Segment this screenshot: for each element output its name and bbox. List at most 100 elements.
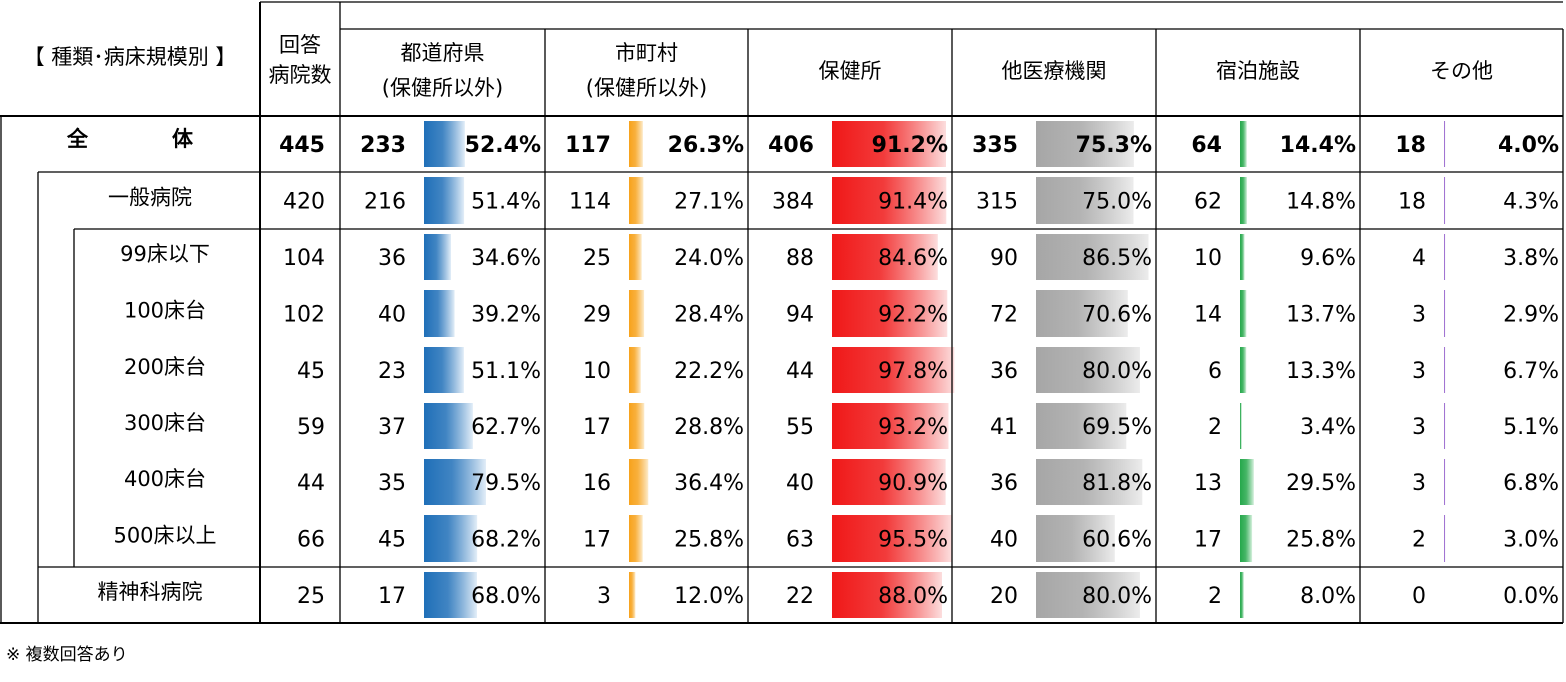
count-value: 4: [1412, 246, 1426, 271]
count-cell: 44: [297, 471, 325, 496]
data-bar: [1240, 290, 1247, 337]
percent-label: 68.2%: [471, 528, 541, 553]
count-value: 17: [583, 528, 611, 553]
count-cell: 45: [297, 359, 325, 384]
footnote: ※ 複数回答あり: [6, 645, 128, 665]
column-header: その他: [1430, 59, 1493, 83]
percent-label: 62.7%: [471, 415, 541, 440]
data-bar: [424, 234, 451, 280]
row-label: 200床台: [124, 355, 206, 379]
count-value: 335: [972, 133, 1018, 158]
data-bar: [1240, 403, 1242, 449]
count-value: 94: [786, 303, 814, 328]
data-bar: [832, 572, 942, 618]
count-value: 17: [583, 415, 611, 440]
data-bar: [1444, 121, 1446, 167]
count-cell: 25: [297, 584, 325, 609]
percent-label: 92.2%: [878, 303, 948, 328]
percent-label: 51.4%: [471, 190, 541, 215]
percent-label: 93.2%: [878, 415, 948, 440]
percent-label: 68.0%: [471, 584, 541, 609]
count-cell: 420: [283, 190, 325, 215]
data-bar: [629, 572, 636, 618]
count-value: 16: [583, 471, 611, 496]
percent-label: 13.7%: [1286, 303, 1356, 328]
count-value: 64: [1191, 133, 1222, 158]
count-value: 2: [1208, 584, 1222, 609]
percent-label: 3.0%: [1503, 528, 1559, 553]
percent-label: 25.8%: [1286, 528, 1356, 553]
count-value: 22: [786, 584, 814, 609]
percent-label: 27.1%: [674, 190, 744, 215]
percent-label: 4.3%: [1503, 190, 1559, 215]
count-value: 36: [990, 359, 1018, 384]
data-bar: [1036, 234, 1149, 280]
count-value: 90: [990, 246, 1018, 271]
data-bar: [629, 347, 641, 393]
count-value: 216: [364, 190, 406, 215]
percent-label: 14.8%: [1286, 190, 1356, 215]
data-bar: [1240, 347, 1247, 393]
grid-lines: [0, 1, 1564, 624]
percent-label: 88.0%: [878, 584, 948, 609]
count-value: 72: [990, 303, 1018, 328]
percent-label: 24.0%: [674, 246, 744, 271]
data-bar: [832, 515, 952, 562]
percent-label: 70.6%: [1082, 303, 1152, 328]
percent-label: 81.8%: [1082, 471, 1152, 496]
data-bar: [424, 459, 486, 505]
data-bar: [424, 290, 455, 337]
percent-label: 8.0%: [1300, 584, 1356, 609]
data-bar: [1444, 403, 1446, 449]
count-value: 45: [378, 528, 406, 553]
count-value: 3: [597, 584, 611, 609]
count-value: 2: [1412, 528, 1426, 553]
count-cell: 104: [283, 246, 325, 271]
data-bar: [832, 459, 946, 505]
count-value: 40: [786, 471, 814, 496]
count-value: 37: [378, 415, 406, 440]
percent-label: 51.1%: [471, 359, 541, 384]
count-value: 233: [360, 133, 406, 158]
count-value: 41: [990, 415, 1018, 440]
count-value: 62: [1194, 190, 1222, 215]
percent-label: 4.0%: [1498, 133, 1559, 158]
percent-label: 80.0%: [1082, 359, 1152, 384]
percent-label: 28.4%: [674, 303, 744, 328]
count-header-line2: 病院数: [269, 63, 332, 87]
count-value: 23: [378, 359, 406, 384]
data-bar: [1036, 515, 1115, 562]
column-header-line1: 市町村: [615, 41, 678, 65]
percent-label: 26.3%: [668, 133, 744, 158]
data-bar: [424, 515, 478, 562]
column-header: 他医療機関: [1002, 59, 1107, 83]
percent-label: 97.8%: [878, 359, 948, 384]
data-bar: [629, 290, 645, 337]
percent-label: 79.5%: [471, 471, 541, 496]
count-value: 3: [1412, 415, 1426, 440]
data-bar: [424, 403, 473, 449]
count-value: 10: [1194, 246, 1222, 271]
column-header: 保健所: [819, 59, 882, 83]
count-value: 3: [1412, 359, 1426, 384]
data-bar: [1444, 177, 1446, 224]
data-bar: [629, 403, 645, 449]
data-bar: [1444, 347, 1446, 393]
data-bar: [424, 572, 477, 618]
data-bar: [424, 121, 465, 167]
percent-label: 91.2%: [872, 133, 948, 158]
count-value: 6: [1208, 359, 1222, 384]
percent-label: 29.5%: [1286, 471, 1356, 496]
percent-label: 9.6%: [1300, 246, 1356, 271]
count-value: 3: [1412, 471, 1426, 496]
percent-label: 80.0%: [1082, 584, 1152, 609]
row-label: 99床以下: [120, 242, 210, 266]
count-value: 29: [583, 303, 611, 328]
data-bar: [832, 290, 948, 337]
data-bar: [1240, 177, 1247, 224]
percent-label: 28.8%: [674, 415, 744, 440]
count-cell: 66: [297, 528, 325, 553]
count-value: 14: [1194, 303, 1222, 328]
count-value: 114: [569, 190, 611, 215]
